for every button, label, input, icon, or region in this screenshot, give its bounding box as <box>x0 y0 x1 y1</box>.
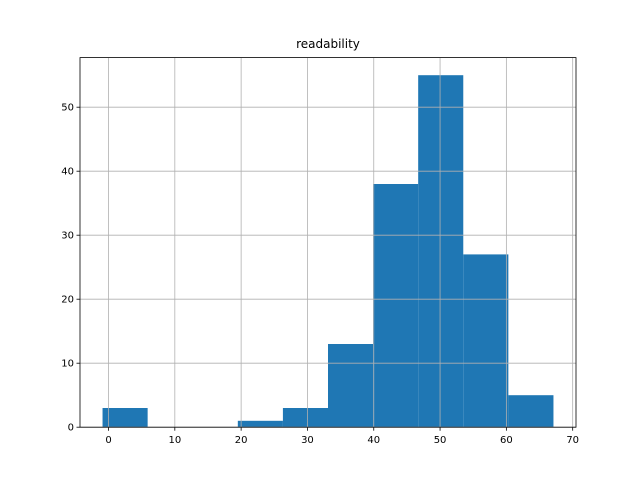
x-tick-label: 20 <box>235 435 248 446</box>
y-tick-label: 30 <box>61 231 74 242</box>
plot-frame <box>79 57 577 428</box>
y-tick-label: 0 <box>68 423 74 434</box>
x-tick-label: 60 <box>500 435 513 446</box>
x-tick-label: 30 <box>301 435 314 446</box>
bar <box>282 408 328 428</box>
x-tick-label: 70 <box>566 435 579 446</box>
bar <box>418 75 464 428</box>
y-tick-label: 40 <box>61 167 74 178</box>
y-tick-label: 50 <box>61 103 74 114</box>
bar <box>237 420 283 428</box>
bar <box>328 344 374 428</box>
x-tick-label: 10 <box>168 435 181 446</box>
bar <box>508 395 554 428</box>
x-tick-label: 50 <box>434 435 447 446</box>
x-tick-label: 0 <box>105 435 111 446</box>
bar <box>373 184 419 428</box>
y-tick-label: 20 <box>61 295 74 306</box>
x-tick-label: 40 <box>367 435 380 446</box>
bar <box>102 408 148 428</box>
chart-title: readability <box>296 37 360 51</box>
y-tick-label: 10 <box>61 359 74 370</box>
bar <box>463 254 509 428</box>
